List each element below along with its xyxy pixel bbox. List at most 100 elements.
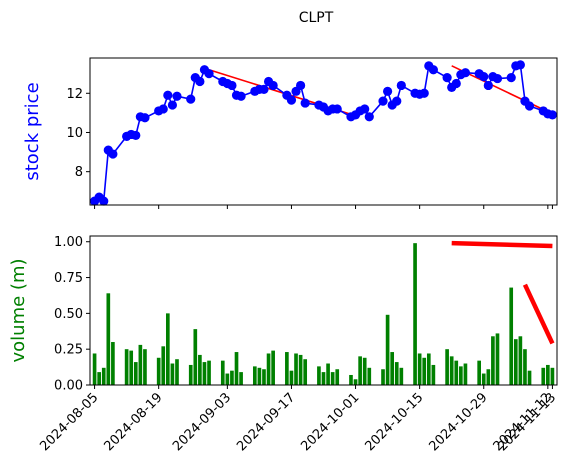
price-panel: 8 10 12 stock price [22, 57, 558, 209]
volume-bar [106, 293, 111, 385]
volume-bar [143, 349, 147, 385]
volume-bar [239, 372, 243, 385]
price-point [140, 113, 150, 123]
price-point [108, 149, 118, 159]
volume-bar [518, 336, 523, 385]
price-point [163, 90, 173, 100]
volume-y-tick-label: 0.50 [54, 307, 83, 322]
volume-bar [170, 363, 175, 385]
volume-bar [198, 354, 202, 385]
volume-bar [546, 364, 550, 385]
volume-trendline [451, 240, 553, 249]
volume-bar [129, 350, 134, 385]
volume-trendline [522, 283, 555, 345]
volume-bar [175, 359, 179, 385]
price-point [360, 104, 370, 114]
price-point [492, 73, 503, 84]
volume-bar [523, 349, 527, 385]
volume-bar [481, 373, 486, 385]
volume-bar [257, 367, 262, 385]
volume-bar [298, 354, 303, 385]
price-point [524, 101, 535, 111]
volume-bar [166, 313, 170, 385]
price-point [158, 104, 168, 114]
x-tick-label: 2024-11-13 [495, 390, 559, 454]
volume-bar [394, 362, 399, 385]
volume-trendlines [451, 240, 555, 345]
price-x-axis [94, 205, 553, 209]
volume-bar [509, 287, 514, 385]
price-axes-frame [89, 57, 558, 206]
price-point [392, 96, 402, 106]
price-point [296, 80, 306, 91]
volume-bar [495, 333, 500, 385]
volume-bar [459, 366, 463, 385]
volume-bar [486, 369, 491, 385]
price-point [268, 80, 278, 91]
volume-bar [92, 353, 97, 385]
volume-bar [133, 362, 138, 385]
price-point [419, 88, 429, 98]
volume-bar [349, 374, 353, 385]
volume-bar [454, 360, 459, 385]
volume-bar [285, 352, 289, 385]
volume-bar [358, 356, 362, 385]
price-y-tick-label: 8 [75, 165, 83, 180]
volume-bar [550, 367, 555, 385]
volume-bar [449, 356, 454, 385]
volume-bar [138, 344, 143, 385]
volume-bar [161, 346, 166, 385]
price-point [300, 98, 310, 108]
volume-bar [463, 363, 468, 385]
volume-bar [422, 357, 427, 385]
volume-bar [234, 352, 239, 385]
volume-bar [399, 367, 404, 385]
volume-y-label: volume (m) [8, 259, 29, 363]
volume-bar [188, 364, 193, 385]
price-point [506, 73, 516, 83]
volume-bar [202, 362, 207, 385]
price-point [332, 104, 342, 114]
price-point [451, 78, 461, 89]
price-point [396, 80, 406, 91]
price-point [460, 68, 471, 78]
volume-y-tick-label: 0.75 [54, 271, 83, 286]
volume-bar [426, 353, 431, 385]
volume-bar [266, 353, 271, 385]
x-tick-label: 2024-10-29 [427, 390, 491, 454]
x-tick-label: 2024-09-03 [170, 390, 234, 454]
price-point [364, 112, 374, 122]
volume-bar [330, 372, 335, 385]
volume-panel: 0.00 0.25 0.50 0.75 1.00 2024-08-05 2024-08-1… [8, 235, 559, 454]
volume-bar [417, 353, 422, 385]
x-tick-label: 2024-09-17 [234, 390, 298, 454]
volume-y-tick-label: 0.00 [54, 379, 83, 394]
price-point [483, 80, 493, 91]
volume-bar [477, 360, 481, 385]
volume-bar [303, 359, 308, 385]
volume-bar [225, 373, 230, 385]
price-point [547, 110, 558, 120]
volume-bar [413, 243, 417, 385]
volume-bar [289, 370, 294, 385]
x-tick-label: 2024-10-01 [298, 390, 362, 454]
volume-bar [271, 350, 275, 385]
volume-bar [230, 370, 234, 385]
volume-bar [362, 357, 367, 385]
volume-bar [321, 372, 326, 385]
price-point [286, 95, 297, 105]
price-series [89, 60, 558, 206]
price-y-tick-label: 12 [66, 87, 83, 102]
price-point [227, 80, 237, 91]
x-tick-label: 2024-08-19 [101, 390, 165, 454]
price-point [167, 100, 178, 110]
volume-bar [491, 336, 495, 385]
price-point [382, 86, 393, 96]
price-point [131, 130, 141, 141]
volume-bar [207, 360, 211, 385]
price-y-tick-label: 10 [66, 126, 83, 141]
volume-bar [381, 369, 385, 385]
chart-title: CLPT [299, 10, 334, 26]
